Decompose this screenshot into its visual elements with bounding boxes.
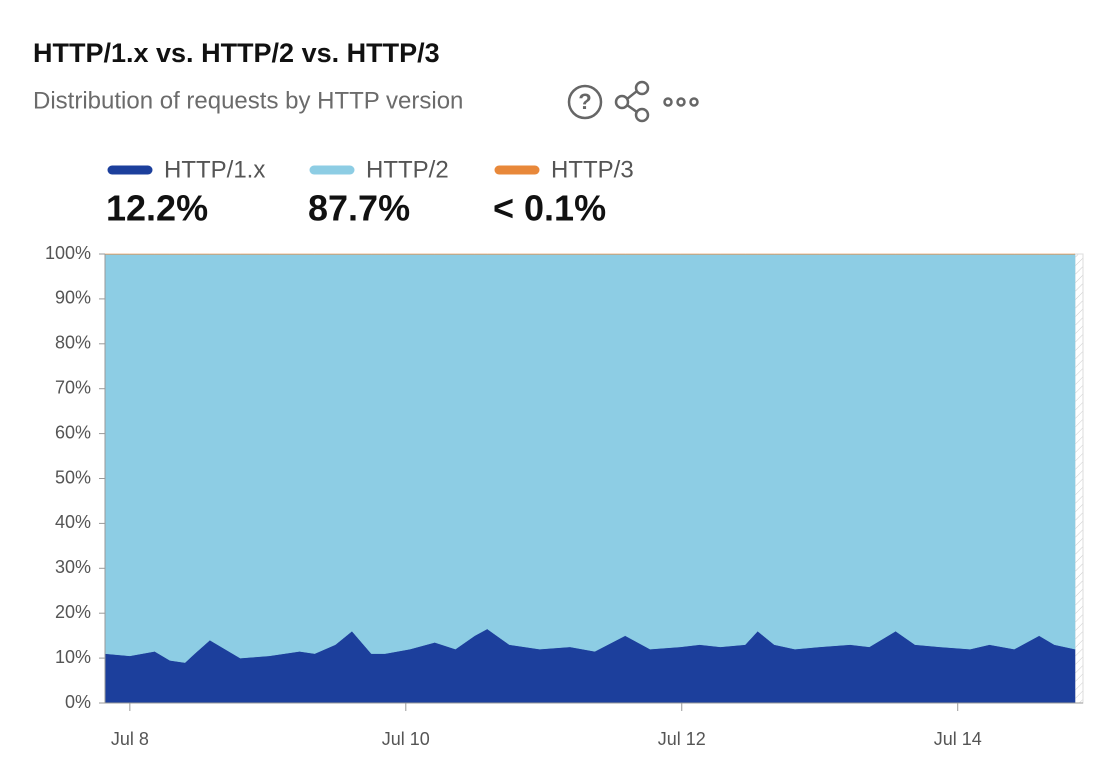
y-tick-label: 20% (55, 602, 91, 622)
y-tick-label: 80% (55, 333, 91, 353)
y-tick-label: 0% (65, 692, 91, 712)
more-icon[interactable] (663, 97, 699, 107)
x-tick-label: Jul 14 (934, 729, 982, 749)
incomplete-period (1074, 253, 1084, 704)
y-tick-label: 30% (55, 557, 91, 577)
x-tick-label: Jul 10 (382, 729, 430, 749)
x-tick-label: Jul 8 (111, 729, 149, 749)
area (104, 253, 1076, 663)
legend-label: HTTP/3 (551, 156, 634, 183)
help-icon[interactable]: ? (567, 84, 603, 120)
legend-share: 12.2% (106, 188, 208, 229)
y-tick-label: 10% (55, 647, 91, 667)
y-tick-label: 40% (55, 512, 91, 532)
legend-share: 87.7% (308, 188, 410, 229)
y-tick-label: 50% (55, 467, 91, 487)
x-tick-label: Jul 12 (658, 729, 706, 749)
y-tick-label: 60% (55, 422, 91, 442)
legend-label: HTTP/1.x (164, 156, 265, 183)
share-icon[interactable] (614, 80, 650, 123)
y-tick-label: 100% (45, 243, 91, 263)
legend-share: < 0.1% (493, 188, 606, 229)
chart-title: HTTP/1.x vs. HTTP/2 vs. HTTP/3 (33, 38, 440, 68)
y-tick-label: 70% (55, 377, 91, 397)
legend-label: HTTP/2 (366, 156, 449, 183)
svg-text:?: ? (578, 89, 591, 114)
chart-subtitle: Distribution of requests by HTTP version (33, 87, 463, 114)
y-tick-label: 90% (55, 288, 91, 308)
